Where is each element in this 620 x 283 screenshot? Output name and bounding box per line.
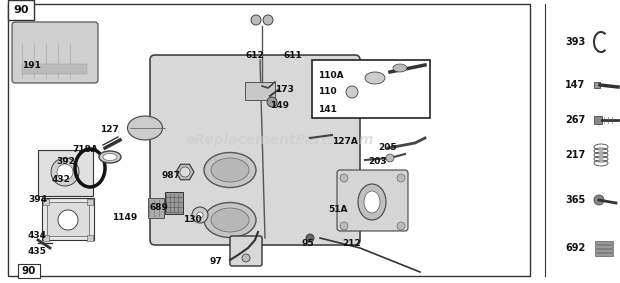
FancyBboxPatch shape xyxy=(12,22,98,83)
Text: 392: 392 xyxy=(56,158,75,166)
Text: 217: 217 xyxy=(565,150,585,160)
Circle shape xyxy=(397,222,405,230)
Text: 432: 432 xyxy=(52,175,71,185)
Text: 434: 434 xyxy=(28,230,47,239)
Text: 130: 130 xyxy=(183,215,202,224)
Circle shape xyxy=(251,15,261,25)
Circle shape xyxy=(192,207,208,223)
Circle shape xyxy=(242,254,250,262)
Circle shape xyxy=(51,158,79,186)
Text: 149: 149 xyxy=(270,100,289,110)
Bar xyxy=(312,60,430,118)
Bar xyxy=(594,116,602,124)
Text: 90: 90 xyxy=(13,5,29,15)
Text: eReplacementParts.com: eReplacementParts.com xyxy=(186,133,374,147)
Text: 90: 90 xyxy=(22,266,36,276)
Circle shape xyxy=(197,212,203,218)
Bar xyxy=(87,199,93,205)
FancyBboxPatch shape xyxy=(337,170,408,231)
Bar xyxy=(22,64,87,74)
Text: 173: 173 xyxy=(275,85,294,95)
Ellipse shape xyxy=(99,151,121,163)
Ellipse shape xyxy=(364,191,380,213)
Ellipse shape xyxy=(204,203,256,237)
Text: 203: 203 xyxy=(368,158,387,166)
FancyBboxPatch shape xyxy=(150,55,360,245)
Text: 394: 394 xyxy=(28,196,47,205)
Text: 987: 987 xyxy=(162,170,181,179)
Circle shape xyxy=(306,234,314,242)
Text: 97: 97 xyxy=(210,258,223,267)
Text: 127A: 127A xyxy=(332,138,358,147)
Bar xyxy=(43,199,49,205)
Circle shape xyxy=(340,222,348,230)
Circle shape xyxy=(180,167,190,177)
Text: 612: 612 xyxy=(245,50,264,59)
FancyBboxPatch shape xyxy=(38,150,93,196)
Text: 95: 95 xyxy=(302,239,314,248)
Text: 435: 435 xyxy=(28,246,47,256)
Text: 611: 611 xyxy=(284,50,303,59)
Text: 147: 147 xyxy=(565,80,585,90)
Bar xyxy=(165,192,183,214)
Polygon shape xyxy=(176,164,194,180)
Text: 127: 127 xyxy=(100,125,119,134)
Bar xyxy=(595,249,613,252)
Text: 267: 267 xyxy=(565,115,585,125)
Bar xyxy=(8,0,34,20)
Circle shape xyxy=(340,174,348,182)
FancyBboxPatch shape xyxy=(230,236,262,266)
Ellipse shape xyxy=(204,153,256,188)
Text: 191: 191 xyxy=(22,61,41,70)
Ellipse shape xyxy=(128,116,162,140)
Bar xyxy=(595,253,613,256)
Ellipse shape xyxy=(393,64,407,72)
Bar xyxy=(18,264,40,278)
Text: 212: 212 xyxy=(342,239,361,248)
Circle shape xyxy=(57,164,73,180)
Text: 141: 141 xyxy=(318,104,337,113)
Circle shape xyxy=(594,195,604,205)
Text: 110A: 110A xyxy=(318,72,343,80)
Ellipse shape xyxy=(211,158,249,182)
Circle shape xyxy=(386,154,394,162)
Ellipse shape xyxy=(365,72,385,84)
Text: 1149: 1149 xyxy=(112,213,137,222)
Bar xyxy=(595,245,613,248)
Text: 689: 689 xyxy=(150,203,169,213)
Circle shape xyxy=(263,15,273,25)
Bar xyxy=(43,235,49,241)
Bar xyxy=(245,82,275,100)
Text: 110: 110 xyxy=(318,87,337,97)
Circle shape xyxy=(346,86,358,98)
Bar xyxy=(47,202,89,236)
Ellipse shape xyxy=(358,184,386,220)
Circle shape xyxy=(267,97,277,107)
Text: 393: 393 xyxy=(565,37,585,47)
Ellipse shape xyxy=(211,208,249,232)
Text: 51A: 51A xyxy=(328,205,347,215)
Circle shape xyxy=(58,210,78,230)
Text: 718A: 718A xyxy=(72,145,98,155)
FancyBboxPatch shape xyxy=(42,198,94,240)
Bar xyxy=(87,235,93,241)
Text: 692: 692 xyxy=(565,243,585,253)
Ellipse shape xyxy=(103,153,117,160)
Bar xyxy=(8,4,530,276)
Text: 205: 205 xyxy=(378,143,397,153)
Text: 365: 365 xyxy=(565,195,585,205)
Bar xyxy=(148,198,164,218)
Circle shape xyxy=(397,174,405,182)
Bar xyxy=(594,82,600,88)
Bar xyxy=(595,241,613,244)
